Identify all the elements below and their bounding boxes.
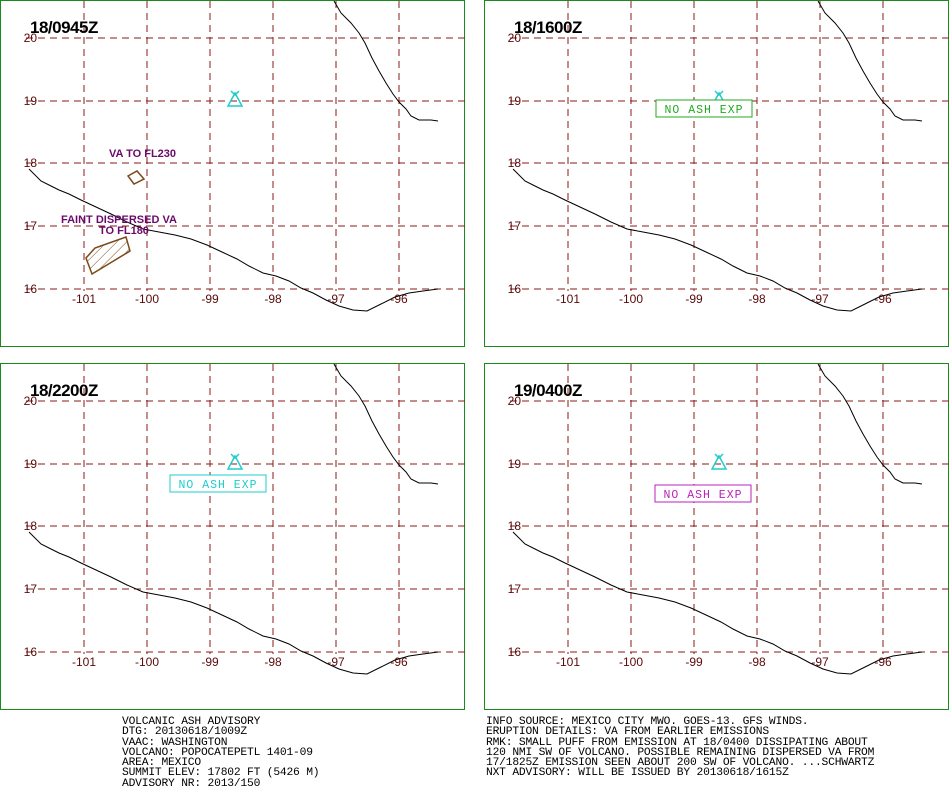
longitude-label: -99 bbox=[685, 292, 703, 306]
svg-text:NO ASH EXP: NO ASH EXP bbox=[664, 104, 743, 117]
longitude-label: -96 bbox=[390, 655, 408, 669]
latitude-label: 19 bbox=[508, 94, 522, 108]
longitude-label: -101 bbox=[556, 292, 580, 306]
longitude-label: -98 bbox=[748, 655, 766, 669]
latitude-label: 16 bbox=[508, 282, 522, 296]
longitude-label: -99 bbox=[685, 655, 703, 669]
longitude-label: -98 bbox=[264, 655, 282, 669]
longitude-label: -97 bbox=[327, 292, 345, 306]
advisory-line: VOLCANIC ASH ADVISORY bbox=[122, 716, 261, 728]
latitude-label: 19 bbox=[24, 457, 38, 471]
remark-line: 17/1825Z EMISSION SEEN ABOUT 200 SW OF V… bbox=[486, 757, 875, 770]
map-canvas: -101 -100 -99 -98 -97 -96 20 19 18 17 16 NO ASH EXP bbox=[24, 364, 466, 675]
volcano-icon bbox=[226, 453, 244, 470]
gulf-coastline bbox=[817, 1, 923, 122]
remark-line: NXT ADVISORY: WILL BE ISSUED BY 20130618… bbox=[486, 767, 789, 780]
latitude-label: 20 bbox=[508, 394, 522, 408]
map-panel-4: -101 -100 -99 -98 -97 -96 20 19 18 17 16 NO ASH EXP… bbox=[484, 363, 950, 710]
panel-time: 18/1600Z bbox=[514, 18, 582, 37]
panel-time: 19/0400Z bbox=[514, 381, 582, 400]
ash-annotation: FAINT DISPERSED VA bbox=[61, 214, 177, 226]
longitude-label: -98 bbox=[264, 292, 282, 306]
advisory-header: VOLCANIC ASH ADVISORY DTG: 20130618/1009… bbox=[122, 716, 320, 790]
latitude-label: 20 bbox=[24, 394, 38, 408]
advisory-line: ADVISORY NR: 2013/150 bbox=[122, 777, 261, 790]
latitude-label: 19 bbox=[508, 457, 522, 471]
advisory-line: VOLCANO: POPOCATEPETL 1401-09 bbox=[122, 746, 313, 759]
longitude-label: -99 bbox=[201, 655, 219, 669]
dispersed-ash-polygon bbox=[85, 236, 131, 276]
latitude-label: 19 bbox=[24, 94, 38, 108]
latitude-label: 20 bbox=[24, 31, 38, 45]
no-ash-label: NO ASH EXP bbox=[654, 484, 752, 503]
panel-time: 18/2200Z bbox=[30, 381, 98, 400]
longitude-label: -100 bbox=[619, 655, 643, 669]
volcano-icon bbox=[226, 90, 244, 107]
svg-text:NO ASH EXP: NO ASH EXP bbox=[178, 479, 257, 492]
gulf-coastline bbox=[333, 1, 439, 122]
latitude-label: 18 bbox=[24, 519, 38, 533]
gulf-coastline bbox=[333, 364, 439, 485]
remark-line: 120 NMI SW OF VOLCANO. POSSIBLE REMAININ… bbox=[486, 746, 875, 759]
gulf-coastline bbox=[817, 364, 923, 485]
longitude-label: -97 bbox=[811, 655, 829, 669]
longitude-label: -101 bbox=[72, 292, 96, 306]
pacific-coastline bbox=[512, 168, 923, 312]
longitude-label: -97 bbox=[327, 655, 345, 669]
advisory-line: SUMMIT ELEV: 17802 FT (5426 M) bbox=[122, 767, 320, 780]
map-canvas: -101 -100 -99 -98 -97 -96 20 19 18 17 16 VA TO FL23… bbox=[24, 1, 466, 312]
pacific-coastline bbox=[512, 531, 923, 675]
latitude-label: 17 bbox=[24, 582, 38, 596]
latitude-label: 18 bbox=[508, 156, 522, 170]
remark-line: RMK: SMALL PUFF FROM EMISSION AT 18/0400… bbox=[486, 736, 868, 749]
pacific-coastline bbox=[28, 168, 439, 312]
longitude-label: -97 bbox=[811, 292, 829, 306]
advisory-line: VAAC: WASHINGTON bbox=[122, 736, 228, 749]
latitude-label: 18 bbox=[24, 156, 38, 170]
longitude-label: -99 bbox=[201, 292, 219, 306]
latitude-label: 16 bbox=[24, 645, 38, 659]
map-panel-3: -101 -100 -99 -98 -97 -96 20 19 18 17 16 NO ASH EXP… bbox=[0, 363, 466, 710]
ash-cloud-polygon bbox=[126, 170, 146, 185]
map-canvas: -101 -100 -99 -98 -97 -96 20 19 18 17 16 NO ASH EXP bbox=[508, 364, 950, 675]
svg-text:NO ASH EXP: NO ASH EXP bbox=[663, 489, 742, 502]
longitude-label: -101 bbox=[556, 655, 580, 669]
ash-annotation: VA TO FL230 bbox=[109, 148, 176, 160]
map-canvas: -101 -100 -99 -98 -97 -96 20 19 18 17 16 NO ASH EXP bbox=[508, 1, 950, 312]
latitude-label: 18 bbox=[508, 519, 522, 533]
longitude-label: -96 bbox=[874, 292, 892, 306]
longitude-label: -100 bbox=[135, 292, 159, 306]
remark-line: ERUPTION DETAILS: VA FROM EARLIER EMISSI… bbox=[486, 726, 769, 739]
latitude-label: 17 bbox=[508, 582, 522, 596]
ash-annotation: TO FL180 bbox=[99, 225, 149, 237]
panel-time: 18/0945Z bbox=[30, 18, 98, 37]
map-panel-2: -101 -100 -99 -98 -97 -96 20 19 18 17 16 NO ASH EXP… bbox=[484, 0, 950, 347]
longitude-label: -96 bbox=[874, 655, 892, 669]
remark-line: INFO SOURCE: MEXICO CITY MWO. GOES-13. G… bbox=[486, 716, 809, 728]
latitude-label: 17 bbox=[24, 219, 38, 233]
map-panel-1: -101 -100 -99 -98 -97 -96 20 19 18 17 16 VA TO FL23… bbox=[0, 0, 466, 347]
latitude-label: 16 bbox=[508, 645, 522, 659]
advisory-line: AREA: MEXICO bbox=[122, 757, 201, 770]
advisory-line: DTG: 20130618/1009Z bbox=[122, 726, 248, 739]
latitude-label: 17 bbox=[508, 219, 522, 233]
volcano-icon bbox=[710, 453, 728, 470]
no-ash-label: NO ASH EXP bbox=[655, 99, 753, 118]
no-ash-label: NO ASH EXP bbox=[169, 474, 267, 493]
longitude-label: -98 bbox=[748, 292, 766, 306]
longitude-label: -96 bbox=[390, 292, 408, 306]
pacific-coastline bbox=[28, 531, 439, 675]
longitude-label: -100 bbox=[135, 655, 159, 669]
longitude-label: -101 bbox=[72, 655, 96, 669]
advisory-remarks: INFO SOURCE: MEXICO CITY MWO. GOES-13. G… bbox=[486, 716, 875, 780]
latitude-label: 20 bbox=[508, 31, 522, 45]
latitude-label: 16 bbox=[24, 282, 38, 296]
longitude-label: -100 bbox=[619, 292, 643, 306]
